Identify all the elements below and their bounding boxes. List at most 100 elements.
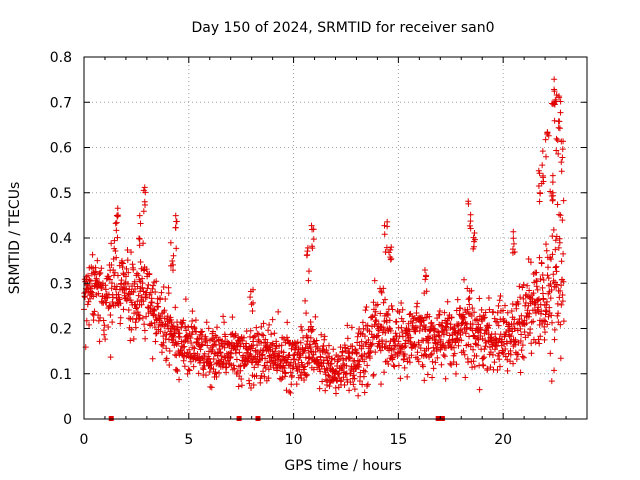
data-point — [95, 290, 102, 297]
data-point — [558, 282, 565, 289]
data-point — [494, 366, 501, 373]
data-point — [129, 261, 136, 268]
data-point — [236, 349, 243, 356]
data-point — [317, 354, 324, 361]
data-point — [441, 353, 448, 360]
data-point — [320, 343, 327, 350]
data-point — [477, 327, 484, 334]
data-point — [404, 358, 411, 365]
data-point — [139, 280, 146, 287]
data-point — [536, 254, 543, 261]
data-point — [260, 332, 267, 339]
data-point — [332, 384, 339, 391]
data-point — [228, 350, 235, 357]
data-point — [90, 265, 97, 272]
data-point — [535, 167, 542, 174]
data-point — [324, 357, 331, 364]
data-point — [291, 339, 298, 346]
data-point — [540, 295, 547, 302]
data-point — [159, 342, 166, 349]
data-point — [288, 345, 295, 352]
data-point — [198, 342, 205, 349]
data-point — [455, 342, 462, 349]
data-point — [173, 352, 180, 359]
data-point — [471, 309, 478, 316]
data-point — [188, 340, 195, 347]
data-point — [387, 246, 394, 253]
data-point — [552, 246, 559, 253]
data-point — [470, 243, 477, 250]
data-point — [556, 94, 563, 101]
data-point — [281, 365, 288, 372]
data-point — [125, 269, 132, 276]
data-point — [200, 366, 207, 373]
data-point — [362, 368, 369, 375]
data-point — [210, 356, 217, 363]
data-point — [130, 289, 137, 296]
data-point — [106, 276, 113, 283]
data-point — [526, 287, 533, 294]
data-point — [543, 241, 550, 248]
data-point — [518, 347, 525, 354]
y-tick-label: 0.7 — [50, 95, 72, 111]
data-point — [503, 329, 510, 336]
data-point — [141, 184, 148, 191]
data-point — [367, 349, 374, 356]
data-point — [191, 324, 198, 331]
data-point — [467, 225, 474, 232]
data-point — [321, 336, 328, 343]
data-point — [464, 285, 471, 292]
data-point — [555, 310, 562, 317]
data-point — [272, 357, 279, 364]
data-point — [382, 296, 389, 303]
data-point — [537, 275, 544, 282]
data-point — [255, 336, 262, 343]
data-point — [182, 296, 189, 303]
data-point — [304, 338, 311, 345]
data-point — [423, 352, 430, 359]
data-point — [112, 220, 119, 227]
data-point — [381, 369, 388, 376]
data-point — [385, 312, 392, 319]
data-point — [250, 382, 257, 389]
data-point — [183, 327, 190, 334]
data-point — [297, 339, 304, 346]
data-point — [149, 285, 156, 292]
data-point — [121, 290, 128, 297]
data-point — [107, 311, 114, 318]
data-point — [308, 222, 315, 229]
data-point — [491, 359, 498, 366]
data-point — [197, 346, 204, 353]
data-point — [346, 354, 353, 361]
data-point — [507, 351, 514, 358]
data-point — [532, 310, 539, 317]
x-tick-label: 10 — [285, 432, 303, 448]
data-point — [513, 356, 520, 363]
data-point — [192, 317, 199, 324]
data-point — [535, 336, 542, 343]
data-point — [191, 345, 198, 352]
data-point — [258, 339, 265, 346]
data-point — [381, 222, 388, 229]
data-point — [94, 257, 101, 264]
data-point — [144, 285, 151, 292]
data-point — [470, 358, 477, 365]
data-point — [150, 282, 157, 289]
data-point — [368, 314, 375, 321]
data-point — [148, 320, 155, 327]
data-point — [187, 335, 194, 342]
data-point — [417, 345, 424, 352]
data-point — [293, 342, 300, 349]
data-point — [162, 295, 169, 302]
data-point — [395, 338, 402, 345]
data-point — [202, 339, 209, 346]
data-point — [114, 205, 121, 212]
data-point — [283, 334, 290, 341]
data-point — [548, 100, 555, 107]
data-point — [258, 352, 265, 359]
data-point — [525, 313, 532, 320]
data-point — [120, 306, 127, 313]
data-point — [533, 269, 540, 276]
data-point — [123, 273, 130, 280]
data-point — [82, 294, 89, 301]
